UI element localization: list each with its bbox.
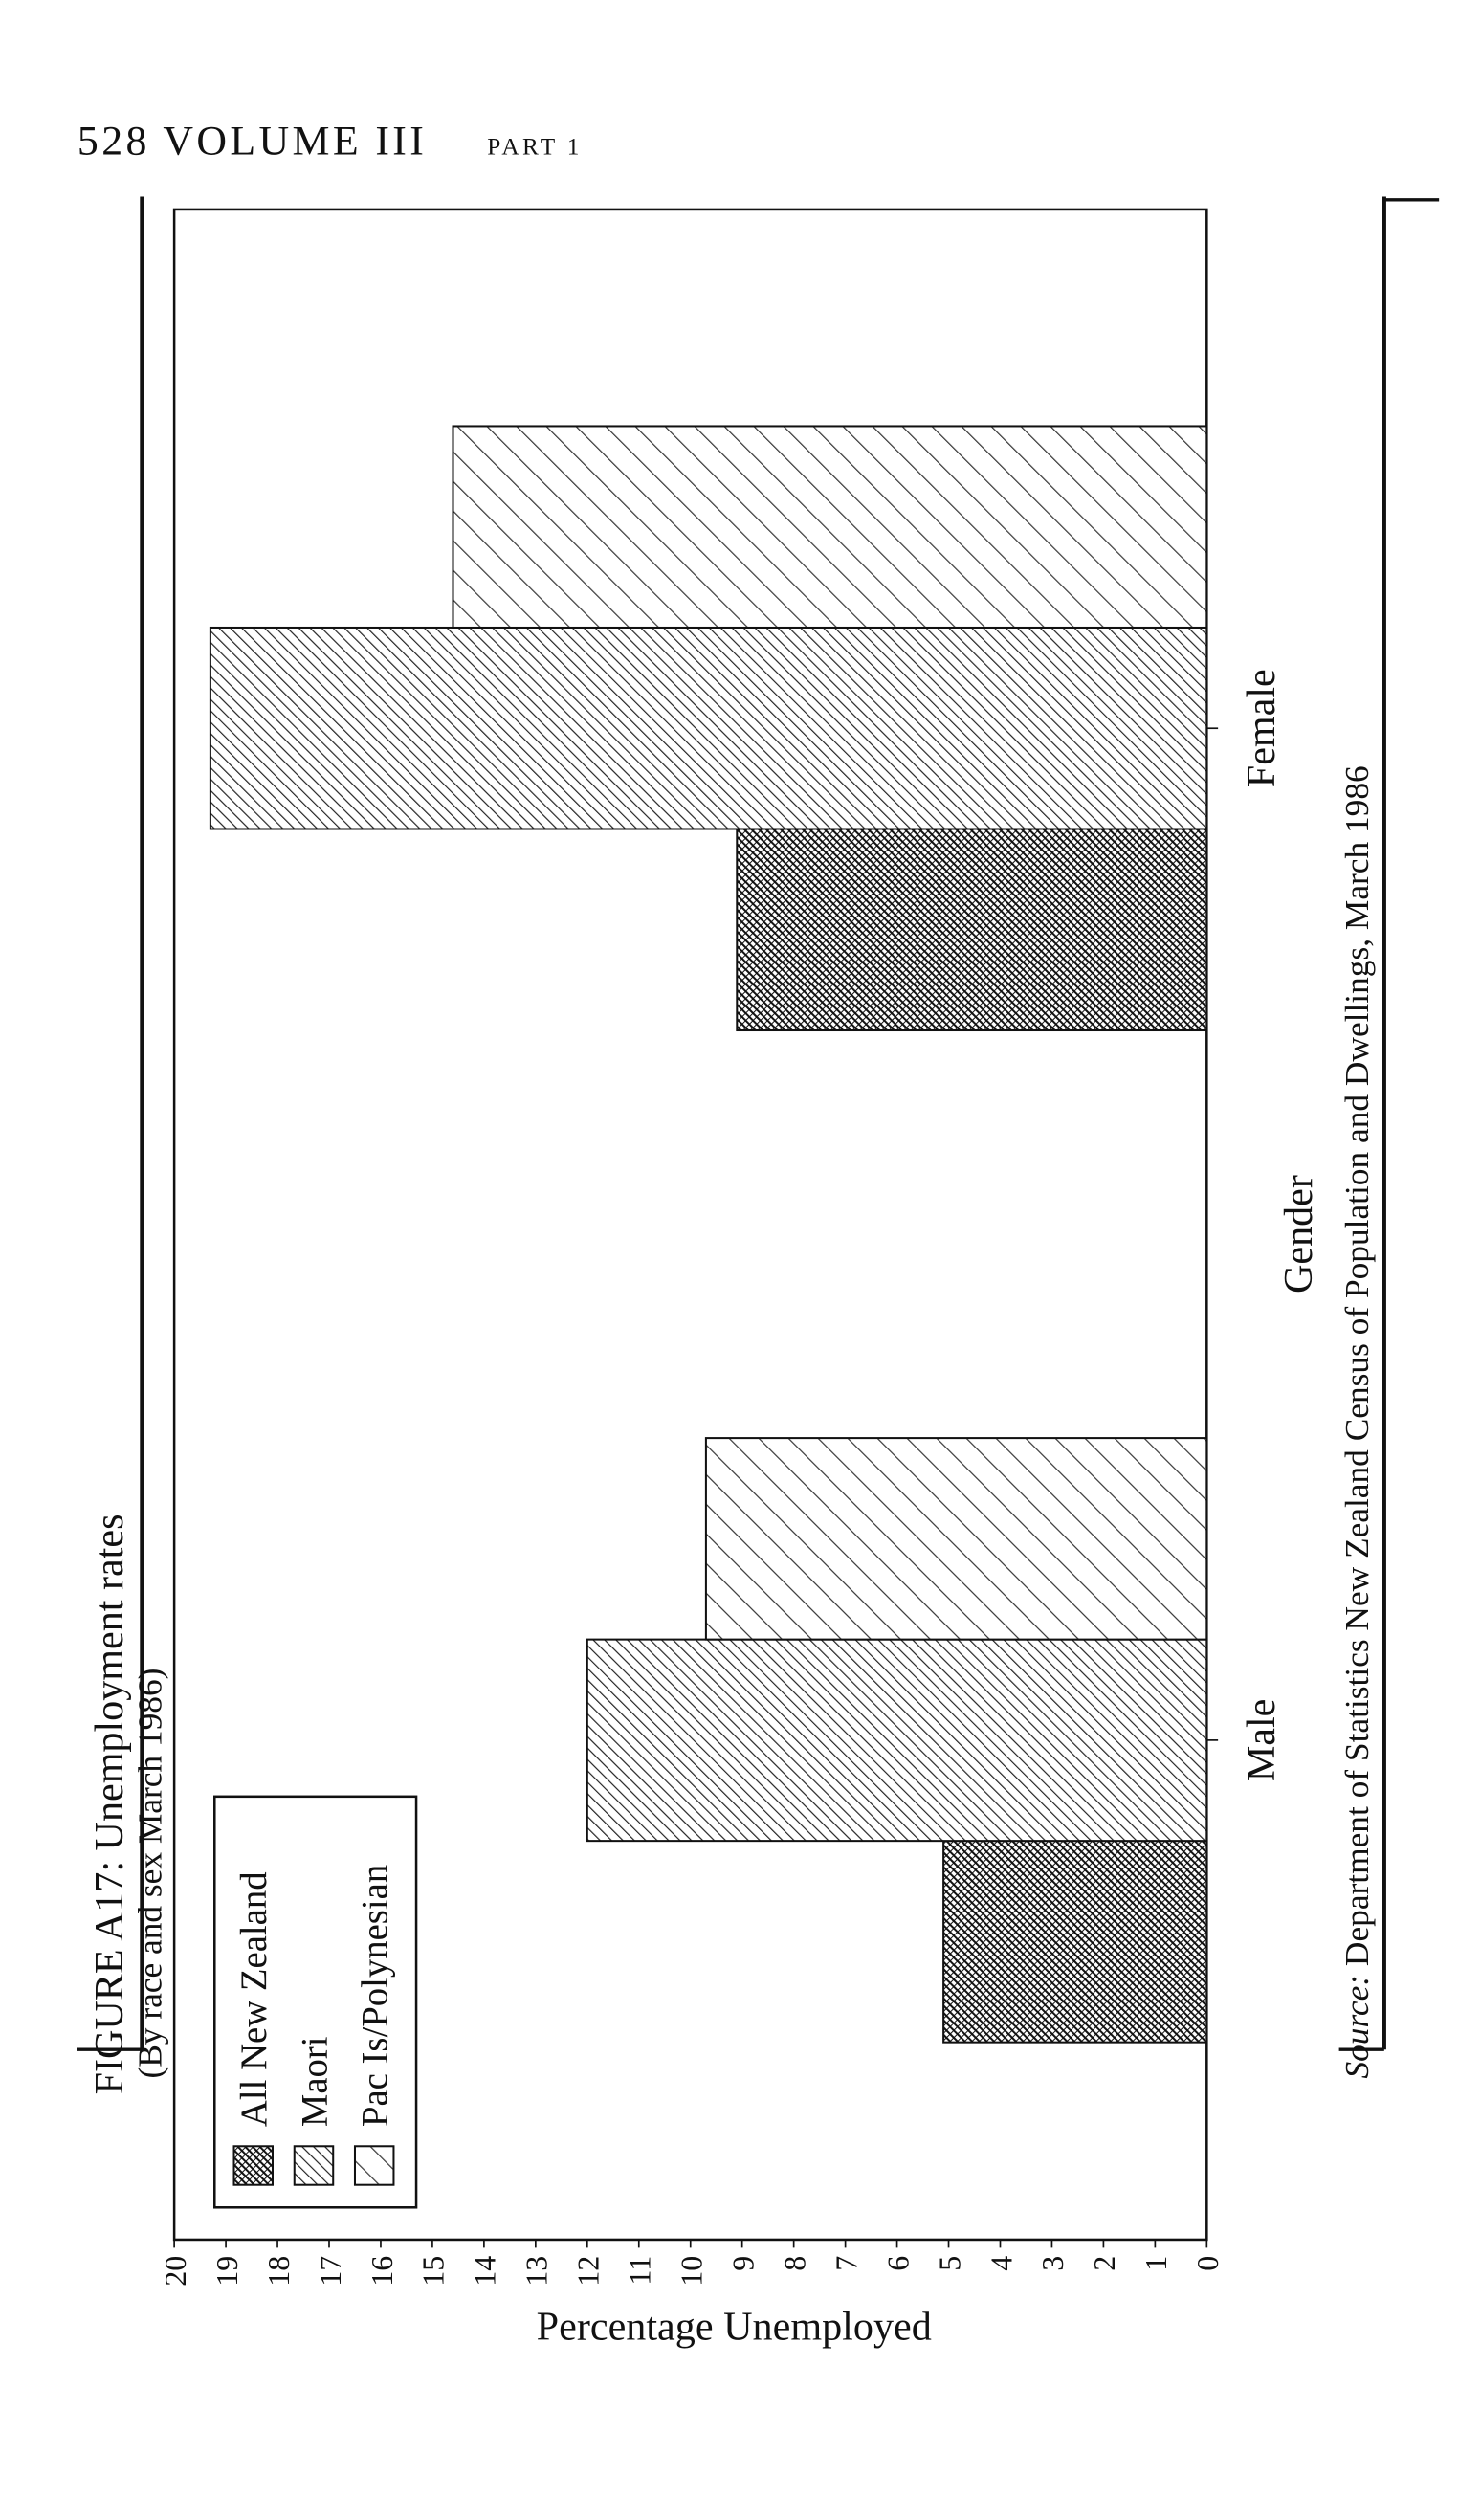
bar xyxy=(586,1638,1208,1843)
legend-label: All New Zealand xyxy=(233,1871,275,2127)
y-tick-label: 16 xyxy=(365,2256,399,2287)
y-tick-label: 6 xyxy=(880,2256,915,2271)
y-tick-label: 9 xyxy=(725,2256,760,2271)
legend-label: Maori xyxy=(294,2036,335,2127)
source: Source: Department of Statistics New Zea… xyxy=(1337,765,1376,2078)
legend-label: Pac Is/Polynesian xyxy=(355,1865,396,2127)
y-tick-label: 12 xyxy=(571,2256,606,2287)
y-tick-label: 17 xyxy=(313,2256,347,2287)
source-label: Source: xyxy=(1337,1975,1376,2079)
y-tick-label: 2 xyxy=(1087,2256,1121,2271)
y-tick-label: 15 xyxy=(416,2256,451,2287)
y-tick-label: 11 xyxy=(623,2256,657,2286)
chart-subtitle: (By race and sex March 1986) xyxy=(131,1669,169,2079)
y-tick-label: 3 xyxy=(1035,2256,1070,2271)
chart-title: FIGURE A17: Unemployment rates xyxy=(87,1514,132,2095)
legend-swatch xyxy=(232,2145,274,2186)
page-header-part: PART 1 xyxy=(487,134,583,161)
y-tick-label: 20 xyxy=(158,2256,192,2287)
y-tick-label: 18 xyxy=(261,2256,296,2287)
y-tick-label: 8 xyxy=(777,2256,811,2271)
y-tick-label: 13 xyxy=(519,2256,554,2287)
y-tick-label: 1 xyxy=(1138,2256,1173,2271)
y-axis-label: Percentage Unemployed xyxy=(537,2304,932,2349)
bar xyxy=(736,828,1208,1032)
y-tick-label: 19 xyxy=(210,2256,244,2287)
x-axis-label: Gender xyxy=(1276,1175,1321,1293)
legend-swatch xyxy=(293,2145,335,2186)
y-tick-label: 4 xyxy=(984,2256,1018,2271)
page-header: 528 VOLUME III xyxy=(77,119,427,165)
source-text: Department of Statistics New Zealand Cen… xyxy=(1337,765,1376,1966)
y-tick-label: 7 xyxy=(829,2256,863,2271)
y-tick-label: 10 xyxy=(674,2256,709,2287)
bar xyxy=(209,626,1208,830)
legend-swatch xyxy=(353,2145,395,2186)
bar xyxy=(704,1437,1208,1641)
x-tick-label: Male xyxy=(1239,1699,1284,1782)
bar xyxy=(942,1840,1208,2044)
bar xyxy=(452,425,1208,629)
y-tick-label: 14 xyxy=(468,2256,502,2287)
y-tick-label: 5 xyxy=(932,2256,966,2271)
y-tick-label: 0 xyxy=(1190,2256,1225,2271)
legend-box xyxy=(213,1795,418,2209)
x-tick-label: Female xyxy=(1239,669,1284,787)
